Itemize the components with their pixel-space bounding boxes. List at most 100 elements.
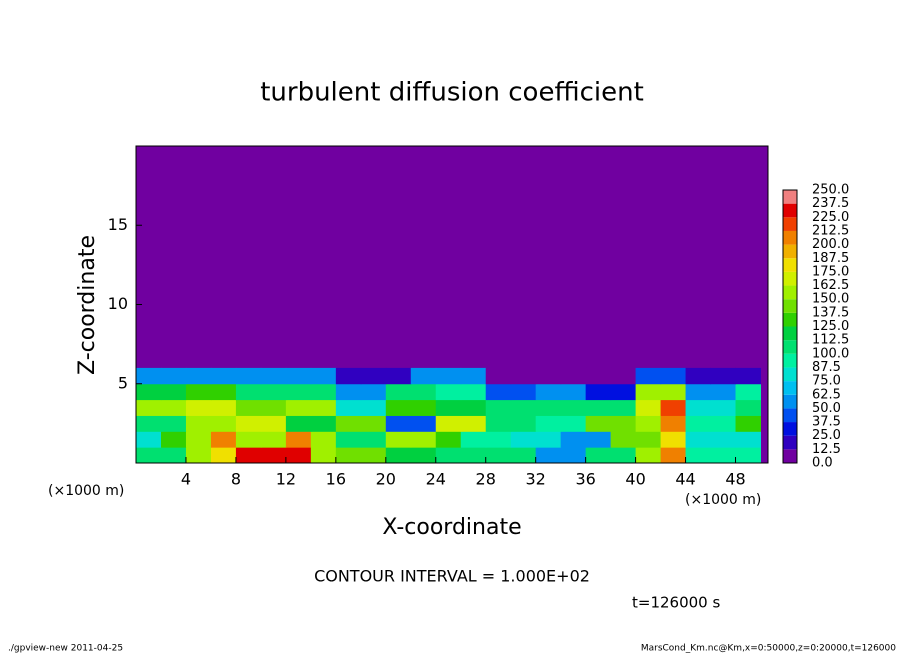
heat-cell	[460, 415, 487, 432]
heat-cell	[685, 431, 712, 448]
heat-cell	[610, 399, 637, 416]
colorbar-label: 62.5	[812, 387, 841, 402]
colorbar-swatch	[783, 326, 797, 341]
heat-cell	[510, 415, 537, 432]
heat-cell	[136, 415, 162, 432]
colorbar-swatch	[783, 285, 797, 300]
heat-cell	[235, 431, 262, 448]
colorbar-swatch	[783, 190, 797, 204]
heat-cell	[210, 383, 237, 401]
y-tick-label: 5	[118, 373, 128, 392]
heat-cell	[510, 447, 537, 464]
heat-cell	[385, 383, 412, 401]
colorbar-swatch	[783, 449, 797, 463]
heat-cell	[136, 447, 162, 464]
time-label: t=126000 s	[632, 594, 720, 612]
x-unit: (×1000 m)	[48, 483, 124, 499]
heat-cell	[735, 447, 762, 464]
heat-cell	[635, 367, 662, 385]
colorbar-label: 162.5	[812, 278, 849, 293]
heat-cell	[285, 383, 312, 401]
colorbar-label: 225.0	[812, 210, 849, 225]
heat-cell	[435, 415, 462, 432]
footer-right: MarsCond_Km.nc@Km,x=0:50000,z=0:20000,t=…	[641, 644, 896, 654]
heat-cell	[435, 399, 462, 416]
heat-cell	[560, 399, 587, 416]
heat-cell	[185, 431, 212, 448]
heat-cell	[635, 415, 662, 432]
heat-cell	[260, 399, 287, 416]
colorbar-swatch	[783, 367, 797, 382]
colorbar-label: 150.0	[812, 292, 849, 307]
colorbar-label: 137.5	[812, 305, 849, 320]
heat-cell	[535, 367, 562, 385]
heat-cell	[660, 415, 687, 432]
heat-cell	[385, 367, 412, 385]
heat-cell	[385, 399, 412, 416]
heat-cell	[310, 399, 337, 416]
heat-cell	[585, 399, 612, 416]
heat-cell	[335, 447, 362, 464]
heat-cell	[410, 447, 437, 464]
x-tick-label: 36	[575, 470, 595, 489]
heat-cell	[285, 399, 312, 416]
heat-cell	[585, 431, 612, 448]
x-tick-label: 28	[476, 470, 496, 489]
heat-cell	[735, 383, 762, 401]
contour-note: CONTOUR INTERVAL = 1.000E+02	[314, 567, 590, 586]
heat-cell	[310, 431, 337, 448]
colorbar-label: 200.0	[812, 237, 849, 252]
heat-cell	[235, 399, 262, 416]
heat-cell	[410, 431, 437, 448]
heat-cell	[485, 367, 512, 385]
heat-cell	[535, 447, 562, 464]
heat-cell	[635, 431, 662, 448]
heat-cell	[185, 383, 212, 401]
x-tick-label: 12	[276, 470, 296, 489]
heat-cell	[410, 383, 437, 401]
heat-cell	[510, 367, 537, 385]
heat-cell	[610, 415, 637, 432]
heat-cell	[735, 431, 762, 448]
heat-cell	[710, 447, 737, 464]
x-tick-label: 8	[231, 470, 241, 489]
heat-cell	[360, 383, 387, 401]
colorbar-label: 100.0	[812, 346, 849, 361]
x-label: X-coordinate	[382, 515, 521, 540]
heat-cell	[235, 415, 262, 432]
colorbar-label: 0.0	[812, 456, 833, 471]
footer-left: ./gpview-new 2011-04-25	[8, 644, 123, 654]
heat-cell	[585, 383, 612, 401]
heat-cell	[460, 383, 487, 401]
colorbar-swatch	[783, 353, 797, 368]
colorbar-swatch	[783, 381, 797, 395]
colorbar-label: 212.5	[812, 223, 849, 238]
heat-cell	[610, 383, 637, 401]
heat-cell	[335, 367, 362, 385]
heat-cell	[685, 447, 712, 464]
heat-cell	[260, 367, 287, 385]
heat-cell	[560, 367, 587, 385]
heat-cell	[610, 431, 637, 448]
heat-cell	[510, 399, 537, 416]
heat-cell	[136, 431, 162, 448]
colorbar-swatch	[783, 230, 797, 245]
heat-cell	[510, 383, 537, 401]
heat-cell	[610, 367, 637, 385]
heat-cell	[160, 447, 187, 464]
heat-cell	[360, 431, 387, 448]
heat-cell	[285, 431, 312, 448]
heat-cell	[535, 399, 562, 416]
heat-cell	[710, 431, 737, 448]
heat-cell	[385, 415, 412, 432]
heat-cell	[560, 447, 587, 464]
heat-cell	[310, 383, 337, 401]
x-tick-label: 4	[181, 470, 191, 489]
heat-cell	[235, 383, 262, 401]
chart-title: turbulent diffusion coefficient	[260, 78, 644, 108]
heat-cell	[510, 431, 537, 448]
y-tick-label: 15	[108, 215, 128, 234]
colorbar-swatch	[783, 312, 797, 327]
heat-cell	[535, 383, 562, 401]
x-tick-label: 20	[376, 470, 396, 489]
